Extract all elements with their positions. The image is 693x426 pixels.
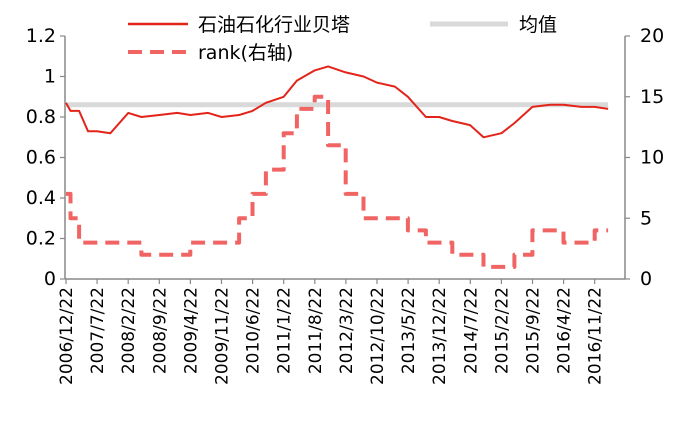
left-tick-label: 1.2 <box>26 25 56 47</box>
right-y-ticks: 0 5 10 15 20 <box>625 25 664 290</box>
legend: 石油石化行业贝塔 均值 rank(右轴) <box>128 14 557 64</box>
series-line-1 <box>66 94 609 269</box>
x-tick-label: 2013/5/22 <box>399 287 419 374</box>
legend-label-mean: 均值 <box>519 14 557 36</box>
x-tick-label: 2012/10/22 <box>368 287 388 385</box>
left-tick-label: 1 <box>44 66 56 88</box>
x-tick-label: 2008/9/22 <box>150 287 170 374</box>
left-tick-label: 0.4 <box>26 187 56 209</box>
legend-label-beta: 石油石化行业贝塔 <box>198 14 350 36</box>
x-tick-label: 2009/11/22 <box>213 287 233 385</box>
x-tick-label: 2016/11/22 <box>586 287 606 385</box>
series-line-0 <box>65 65 609 139</box>
right-tick-label: 10 <box>640 147 664 169</box>
x-ticks: 2006/12/22 2007/7/22 2008/2/22 2008/9/22 200… <box>57 279 606 385</box>
left-tick-label: 0.2 <box>26 228 56 250</box>
x-tick-label: 2012/3/22 <box>337 287 357 374</box>
right-tick-label: 20 <box>640 25 664 47</box>
x-tick-label: 2013/12/22 <box>430 287 450 385</box>
left-tick-label: 0 <box>44 268 56 290</box>
x-tick-label: 2007/7/22 <box>88 287 108 374</box>
x-tick-label: 2015/2/22 <box>492 287 512 374</box>
x-tick-label: 2010/6/22 <box>244 287 264 374</box>
right-tick-label: 0 <box>640 268 652 290</box>
x-tick-label: 2016/4/22 <box>555 287 575 374</box>
legend-label-rank: rank(右轴) <box>198 42 293 64</box>
x-tick-label: 2011/8/22 <box>306 287 326 374</box>
left-tick-label: 0.6 <box>26 147 56 169</box>
right-tick-label: 15 <box>640 86 664 108</box>
left-y-ticks: 0 0.2 0.4 0.6 0.8 1 1.2 <box>26 25 65 290</box>
x-tick-label: 2011/1/22 <box>275 287 295 374</box>
x-tick-label: 2009/4/22 <box>181 287 201 374</box>
x-tick-label: 2008/2/22 <box>119 287 139 374</box>
x-tick-label: 2014/7/22 <box>461 287 481 374</box>
series-layer <box>65 65 609 269</box>
left-tick-label: 0.8 <box>26 106 56 128</box>
x-tick-label: 2015/9/22 <box>524 287 544 374</box>
x-tick-label: 2006/12/22 <box>57 287 77 385</box>
right-tick-label: 5 <box>640 207 652 229</box>
